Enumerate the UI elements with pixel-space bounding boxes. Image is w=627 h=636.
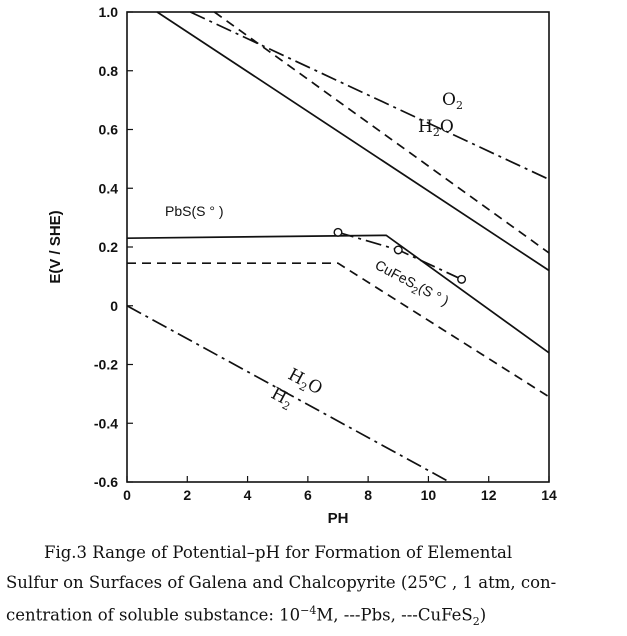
y-tick-label-1: -0.4 (94, 415, 118, 431)
y-tick-label-3: 0 (110, 298, 118, 314)
y-tick-label-6: 0.6 (99, 122, 119, 138)
x-axis: 0 2 4 6 8 10 12 14 (123, 476, 557, 503)
o2-label: O2 (442, 90, 463, 112)
y-tick-label-5: 0.4 (99, 180, 119, 196)
y-tick-label-8: 1.0 (99, 4, 119, 20)
data-point-1 (393, 245, 403, 255)
series-line-0 (189, 11, 550, 181)
series-line-4 (126, 234, 550, 354)
x-tick-label-1: 2 (183, 487, 191, 503)
caption-line-3: centration of soluble substance: 10−4M, … (6, 604, 487, 628)
y-axis-title: E(V / SHE) (47, 210, 64, 283)
data-point-2 (457, 274, 467, 284)
x-tick-label-6: 12 (481, 487, 497, 503)
cufes2-label-sub: 2 (409, 285, 419, 298)
x-tick-label-2: 4 (244, 487, 252, 503)
cufes2-label: CuFeS2(S ° ) (371, 257, 452, 313)
chart: 0 2 4 6 8 10 12 14 -0.6 -0.4 -0.2 0 0.2 0.4 0.6 0.8 1.0… (47, 4, 557, 527)
x-tick-label-0: 0 (123, 487, 131, 503)
series-line-3 (213, 11, 550, 254)
y-axis: -0.6 -0.4 -0.2 0 0.2 0.4 0.6 0.8 1.0 (94, 4, 133, 490)
series-line-2 (156, 11, 550, 272)
x-axis-title: PH (328, 510, 349, 527)
data-point-0 (333, 227, 343, 237)
plot-lines (126, 11, 550, 483)
caption-line-1: Fig.3 Range of Potential–pH for Formatio… (44, 543, 513, 562)
plot-frame (126, 11, 550, 483)
h2o-upper-label-sub: 2 (433, 126, 440, 139)
caption-superscript: −4 (300, 604, 317, 617)
x-tick-label-5: 10 (421, 487, 437, 503)
y-tick-label-2: -0.2 (94, 357, 118, 373)
y-tick-label-0: -0.6 (94, 474, 118, 490)
x-tick-label-3: 6 (304, 487, 312, 503)
h2-lower-label: H2 (267, 384, 297, 414)
x-tick-label-4: 8 (364, 487, 372, 503)
data-points (333, 227, 467, 284)
series-line-5 (127, 262, 550, 398)
caption-subscript: 2 (472, 614, 480, 628)
y-tick-label-7: 0.8 (99, 63, 119, 79)
pbs-label: PbS(S ° ) (165, 203, 224, 219)
o2-label-sub: 2 (456, 99, 463, 112)
series-line-1 (126, 305, 450, 483)
x-tick-label-7: 14 (541, 487, 557, 503)
caption-line-2: Sulfur on Surfaces of Galena and Chalcop… (6, 573, 557, 592)
y-tick-label-4: 0.2 (99, 239, 119, 255)
h2o-upper-label: H2O (418, 117, 454, 139)
